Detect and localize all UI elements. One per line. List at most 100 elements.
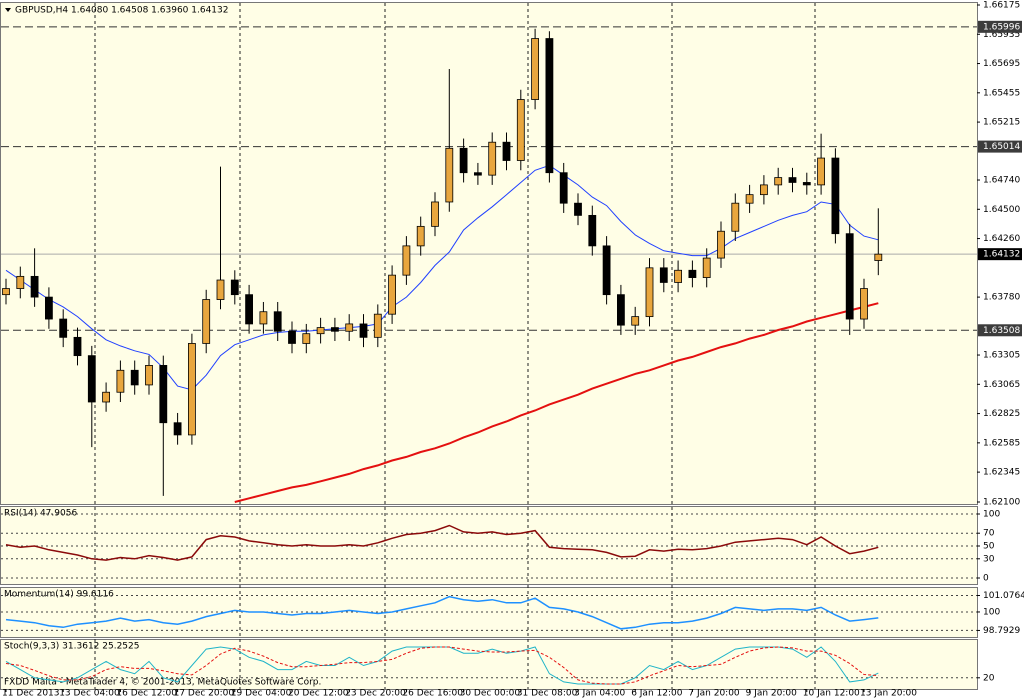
candle-body [545, 38, 554, 174]
y-tick-label: 1.65695 [983, 59, 1020, 69]
candle-body [874, 253, 883, 261]
candle-body [402, 245, 411, 276]
candle-body [674, 269, 682, 283]
candle-body [345, 323, 354, 332]
candle-body [202, 299, 211, 344]
x-tick-label: 17 Dec 20:00 [174, 689, 235, 698]
candle-body [802, 182, 811, 186]
candle-body [159, 365, 168, 424]
y-tick-label: 101.0764 [983, 591, 1024, 601]
candle-body [2, 288, 10, 296]
y-tick-label: 1.64260 [983, 234, 1020, 244]
candle-body [516, 99, 525, 161]
candle-body [631, 316, 640, 326]
chart-title: GBPUSD,H4 1.64080 1.64508 1.63960 1.6413… [15, 6, 228, 16]
x-tick-label: 13 Dec 04:00 [59, 689, 120, 698]
x-tick-label: 19 Dec 04:00 [231, 689, 292, 698]
panel-title: RSI(14) 47.9056 [4, 509, 77, 519]
y-tick-label: 1.63065 [983, 380, 1020, 390]
y-tick-label: 1.66175 [983, 1, 1020, 11]
last-price-label: 1.64132 [983, 250, 1020, 260]
panel-title: Stoch(9,3,3) 31.3612 25.2525 [4, 642, 139, 652]
x-tick-label: 31 Dec 08:00 [517, 689, 578, 698]
x-tick-label: 26 Dec 16:00 [402, 689, 463, 698]
candle-body [574, 202, 582, 216]
y-tick-label: 20 [983, 673, 995, 683]
candle-body [359, 323, 368, 338]
candle-body [302, 333, 311, 344]
candle-body [617, 294, 625, 326]
candle-body [760, 184, 768, 196]
indicator-line [5, 524, 879, 561]
y-tick-label: 98.7929 [983, 626, 1020, 636]
candle-body [774, 177, 783, 186]
candle-body [230, 279, 239, 296]
candle-body [173, 422, 182, 436]
candle-body [16, 275, 25, 289]
y-tick-label: 1.62100 [983, 498, 1020, 508]
x-tick-label: 16 Dec 12:00 [116, 689, 177, 698]
indicator-line [5, 646, 879, 685]
last-price-box [978, 248, 1022, 261]
candle-body [717, 230, 725, 259]
candle-body [488, 141, 497, 176]
candle-body [788, 177, 797, 183]
x-tick-label: 13 Jan 20:00 [860, 689, 917, 698]
candle-body [502, 141, 511, 161]
y-tick-label: 1.63305 [983, 351, 1020, 361]
candle-body [288, 330, 296, 344]
candle-body [87, 355, 96, 403]
y-tick-label: 1.62585 [983, 438, 1020, 448]
x-tick-label: 7 Jan 20:00 [688, 689, 740, 698]
candle-body [259, 311, 268, 325]
level-label: 1.65014 [983, 142, 1020, 152]
level-label: 1.63508 [983, 326, 1020, 336]
y-tick-label: 70 [983, 529, 995, 539]
x-tick-label: 6 Jan 12:00 [631, 689, 683, 698]
candle-body [388, 274, 397, 315]
candle-body [130, 369, 139, 386]
candle-body [316, 327, 325, 335]
y-tick-label: 50 [983, 542, 995, 552]
candle-body [831, 157, 840, 235]
candle-body [531, 38, 539, 100]
candle-body [59, 318, 68, 338]
indicator-line [5, 595, 879, 630]
candle-body [602, 245, 611, 296]
candle-body [845, 233, 854, 320]
x-tick-label: 11 Dec 2013 [2, 689, 60, 698]
y-tick-label: 100 [983, 607, 1000, 617]
candle-body [688, 269, 697, 278]
y-tick-label: 1.63780 [983, 293, 1020, 303]
level-label-box [978, 140, 1022, 153]
candle-body [473, 172, 482, 176]
candle-body [216, 279, 225, 300]
x-tick-label: 9 Jan 20:00 [746, 689, 798, 698]
x-tick-label: 3 Jan 04:00 [574, 689, 626, 698]
level-label-box [978, 324, 1022, 337]
level-label: 1.65996 [983, 22, 1020, 32]
candle-body [659, 267, 668, 283]
candle-body [416, 225, 425, 247]
candle-body [431, 201, 439, 227]
x-tick-label: 20 Dec 12:00 [288, 689, 349, 698]
candle-body [187, 343, 196, 436]
candle-body [102, 391, 110, 403]
candle-body [373, 313, 382, 338]
candle-body [30, 275, 39, 298]
y-tick-label: 1.65215 [983, 118, 1020, 128]
candle-body [145, 365, 153, 386]
main-panel [0, 2, 978, 505]
footer: FXDD Malta - MetaTrader 4, © 2001-2013, … [4, 678, 321, 688]
y-tick-label: 1.62345 [983, 468, 1020, 478]
candle-body [445, 147, 454, 203]
y-tick-label: 1.65455 [983, 88, 1020, 98]
level-label-box [978, 20, 1022, 33]
candle-body [731, 202, 740, 232]
candle-body [860, 288, 868, 320]
y-tick-label: 100 [983, 510, 1000, 520]
x-tick-label: 30 Dec 00:00 [460, 689, 521, 698]
candle-body [116, 369, 125, 393]
y-tick-label: 1.64740 [983, 176, 1020, 186]
